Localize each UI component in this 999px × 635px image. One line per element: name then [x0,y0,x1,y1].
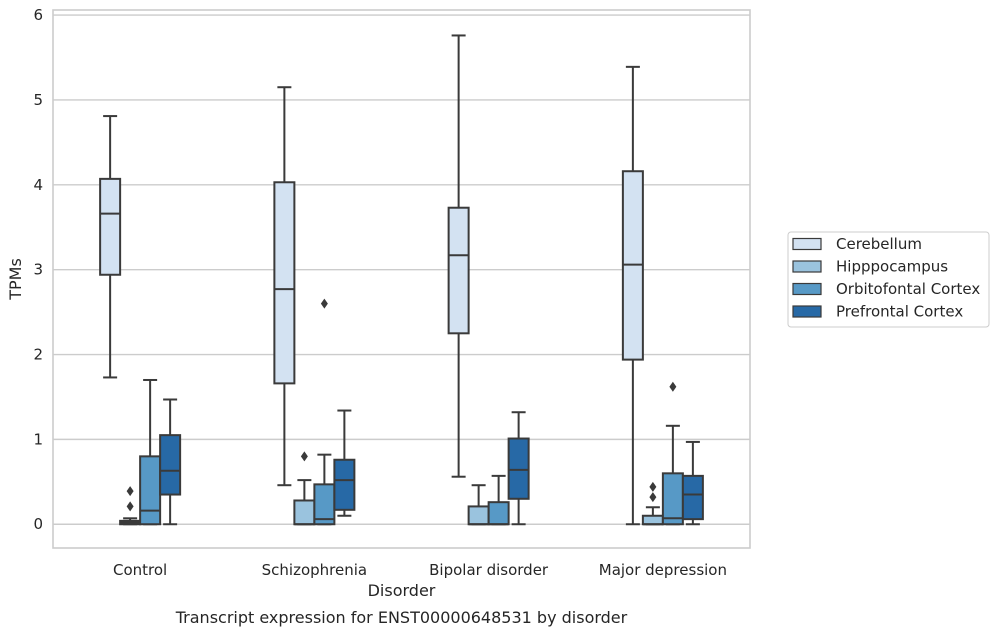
box-iqr [333,458,356,511]
x-tick-label: Control [113,561,167,579]
box-1-2 [467,484,490,526]
x-tick-label: Major depression [599,561,727,579]
outlier-point [126,501,134,512]
box-iqr [507,437,530,500]
x-axis-ticks: Control Schizophrenia Bipolar disorder Majo… [113,561,727,579]
legend: Cerebellum Hipppocampus Orbitofontal Corte… [787,231,990,328]
box-iqr [159,434,182,496]
outlier-point [649,481,657,492]
box-iqr [641,514,664,526]
box-iqr [487,501,510,526]
box-2-0 [139,378,162,526]
box-3-3 [681,440,704,526]
legend-label: Cerebellum [836,235,922,253]
box-3-1 [333,409,356,517]
legend-swatch [792,237,822,251]
y-tick-label: 2 [33,346,43,364]
box-1-1 [293,451,316,526]
box-iqr [447,206,470,335]
box-iqr [467,505,490,526]
legend-frame [787,231,990,328]
box-0-2 [447,34,470,478]
y-tick-label: 1 [33,430,43,448]
box-iqr [99,177,122,276]
y-axis-label: TPMs [6,258,25,301]
box-2-1 [313,298,336,526]
outlier-point [300,451,308,462]
box-iqr [139,455,162,526]
y-axis-ticks: 0 1 2 3 4 5 6 [33,6,43,533]
outlier-point [126,486,134,497]
box-2-2 [487,474,510,526]
legend-swatch [792,260,822,273]
legend-swatch [792,282,822,296]
legend-label: Prefrontal Cortex [836,303,963,321]
box-3-2 [507,411,530,526]
box-2-3 [661,381,684,526]
box-0-1 [273,86,296,487]
box-iqr [661,472,684,526]
x-tick-label: Bipolar disorder [429,561,549,579]
box-iqr [681,474,704,521]
y-tick-label: 5 [33,91,43,109]
legend-label: Hipppocampus [836,258,948,276]
box-0-0 [99,115,122,379]
y-tick-label: 3 [33,261,43,279]
y-tick-label: 0 [33,515,43,533]
box-3-0 [159,398,182,526]
chart-caption: Transcript expression for ENST0000064853… [175,608,628,627]
box-plot-series [99,34,704,526]
legend-swatch [792,305,822,318]
y-tick-label: 6 [33,6,43,24]
plot-area-frame [52,9,751,549]
outlier-point [320,298,328,309]
box-1-3 [641,481,664,526]
x-tick-label: Schizophrenia [262,561,367,579]
box-1-0 [119,486,142,526]
gridlines [53,14,750,525]
outlier-point [669,381,677,392]
y-tick-label: 4 [33,176,43,194]
box-iqr [293,499,316,526]
box-0-3 [621,65,644,526]
outlier-point [649,492,657,503]
x-axis-label: Disorder [368,581,436,600]
legend-label: Orbitofontal Cortex [836,280,980,298]
box-iqr [273,181,296,385]
